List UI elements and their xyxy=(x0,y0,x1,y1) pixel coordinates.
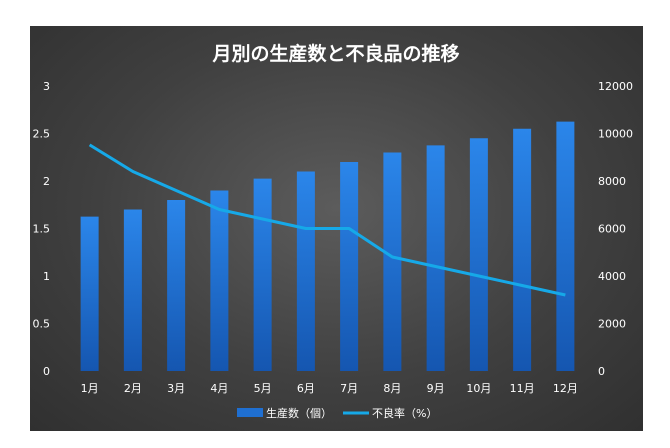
left-axis-ticks: 0 0.5 1 1.5 2 2.5 3 xyxy=(33,80,51,378)
bar xyxy=(296,171,315,371)
x-tick-label: 9月 xyxy=(427,382,445,395)
x-axis-ticks: 1月 2月 3月 4月 5月 6月 7月 8月 9月 10月 11月 12月 xyxy=(81,382,578,395)
chart-area: 月別の生産数と不良品の推移 0 0.5 1 1.5 2 2.5 3 0 2000 4000 600… xyxy=(30,26,643,431)
defect-rate-line xyxy=(88,143,566,297)
legend-bar-label: 生産数（個） xyxy=(266,406,332,420)
bar xyxy=(469,138,488,371)
bar xyxy=(513,128,532,371)
right-tick-label: 10000 xyxy=(598,128,633,141)
x-tick-label: 6月 xyxy=(297,382,315,395)
bar xyxy=(340,162,359,371)
line-series xyxy=(88,143,566,297)
left-tick-label: 2.5 xyxy=(33,128,51,141)
right-tick-label: 6000 xyxy=(598,223,626,236)
x-tick-label: 3月 xyxy=(167,382,185,395)
x-tick-label: 8月 xyxy=(383,382,401,395)
chart-svg: 月別の生産数と不良品の推移 0 0.5 1 1.5 2 2.5 3 0 2000 4000 600… xyxy=(33,42,634,420)
x-tick-label: 2月 xyxy=(124,382,142,395)
bar-series xyxy=(80,121,575,371)
right-tick-label: 0 xyxy=(598,365,605,378)
x-tick-label: 1月 xyxy=(81,382,99,395)
right-axis-ticks: 0 2000 4000 6000 8000 10000 12000 xyxy=(598,80,633,378)
legend: 生産数（個） 不良率（%） xyxy=(237,406,437,420)
right-tick-label: 12000 xyxy=(598,80,633,93)
bar xyxy=(167,200,186,371)
chart-title: 月別の生産数と不良品の推移 xyxy=(211,42,459,65)
x-tick-label: 5月 xyxy=(254,382,272,395)
bar xyxy=(123,209,142,371)
left-tick-label: 3 xyxy=(43,80,50,93)
bar xyxy=(556,121,575,371)
bar xyxy=(210,190,229,371)
bar xyxy=(253,178,272,371)
x-tick-label: 12月 xyxy=(553,382,578,395)
left-tick-label: 0 xyxy=(43,365,50,378)
bar xyxy=(426,145,445,371)
left-tick-label: 2 xyxy=(43,175,50,188)
left-tick-label: 0.5 xyxy=(33,318,51,331)
legend-bar-swatch xyxy=(237,408,263,417)
left-tick-label: 1 xyxy=(43,270,50,283)
x-tick-label: 4月 xyxy=(210,382,228,395)
legend-line-label: 不良率（%） xyxy=(372,406,437,420)
right-tick-label: 2000 xyxy=(598,318,626,331)
bar xyxy=(80,216,99,371)
x-tick-label: 10月 xyxy=(466,382,491,395)
left-tick-label: 1.5 xyxy=(33,223,51,236)
x-tick-label: 11月 xyxy=(510,382,535,395)
bar xyxy=(383,152,402,371)
right-tick-label: 8000 xyxy=(598,175,626,188)
x-tick-label: 7月 xyxy=(340,382,358,395)
right-tick-label: 4000 xyxy=(598,270,626,283)
